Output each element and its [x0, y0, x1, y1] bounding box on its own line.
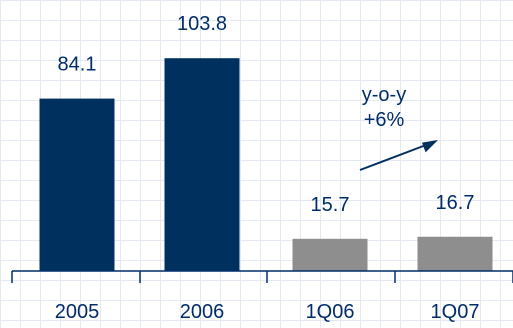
x-axis-ticks	[11, 271, 513, 283]
value-labels-group: 84.1 103.8 15.7 16.7	[58, 13, 475, 216]
bar-2005	[39, 98, 115, 271]
value-label-1Q06: 15.7	[311, 194, 350, 216]
value-label-2006: 103.8	[177, 13, 227, 35]
category-label-2005: 2005	[55, 301, 100, 323]
bars-group	[39, 58, 493, 272]
value-label-2005: 84.1	[58, 54, 97, 76]
yoy-arrow-icon	[422, 140, 438, 153]
category-labels-group: 2005 2006 1Q06 1Q07	[55, 301, 480, 323]
yoy-annotation: y-o-y +6%	[359, 84, 438, 171]
category-label-1Q06: 1Q06	[306, 301, 355, 323]
yoy-arrow-line	[359, 144, 427, 171]
value-label-1Q07: 16.7	[436, 192, 475, 214]
category-label-1Q07: 1Q07	[431, 301, 480, 323]
bar-1Q07	[417, 236, 493, 271]
category-label-2006: 2006	[180, 301, 225, 323]
bar-2006	[164, 58, 240, 272]
bar-1Q06	[292, 238, 368, 271]
annotation-line2: +6%	[364, 109, 405, 131]
annotation-line1: y-o-y	[362, 84, 406, 106]
